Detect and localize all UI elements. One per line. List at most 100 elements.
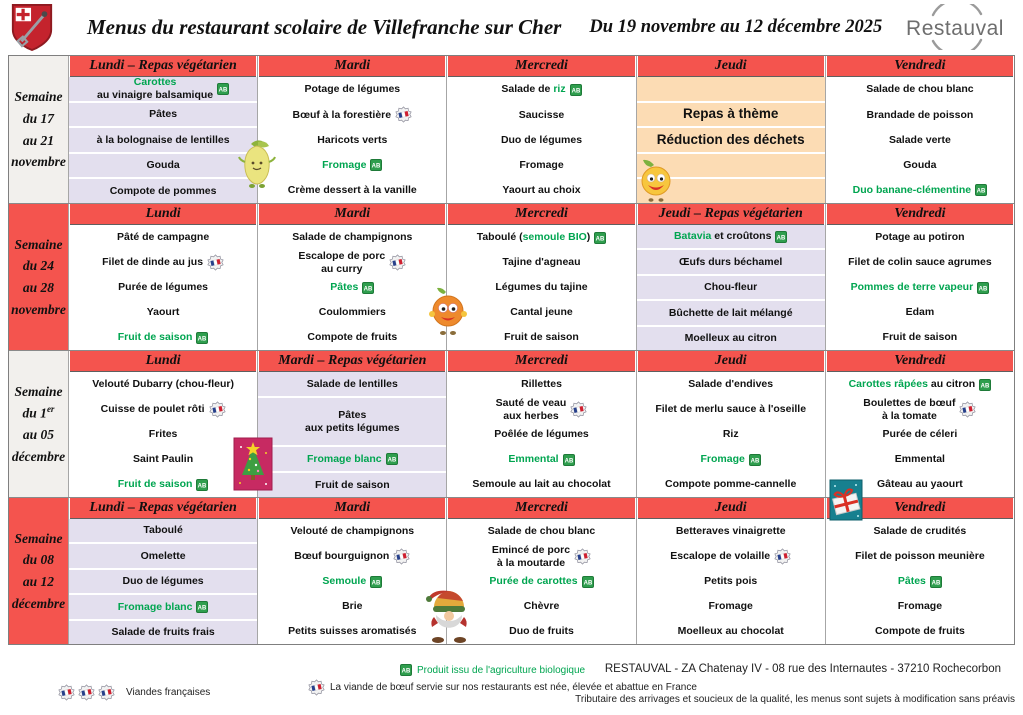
menu-item-text: Petits suisses aromatisés xyxy=(288,625,417,638)
menu-item-text: Fromage xyxy=(322,158,367,171)
menu-items: Repas à thème Réduction des déchets xyxy=(636,77,825,203)
menu-item: Yaourt au choix xyxy=(447,178,635,203)
menu-item-text: Duo banane-clémentine xyxy=(852,184,972,197)
menu-item: Brandade de poisson xyxy=(826,102,1014,127)
menu-item: Boulettes de bœuf à la tomate xyxy=(826,397,1014,422)
menu-item: Salade de lentilles xyxy=(258,372,446,396)
menu-item: Fromage blanc AB xyxy=(69,593,258,618)
bio-ab-icon: AB xyxy=(196,331,209,344)
menu-item xyxy=(637,77,825,101)
day-header: Mardi xyxy=(259,498,446,519)
menu-item: Emmental xyxy=(826,447,1014,472)
menu-item: Petits suisses aromatisés xyxy=(258,619,446,644)
week-row: Semaine du 08 au 12 décembre Lundi – Repas v… xyxy=(9,497,1014,644)
svg-text:AB: AB xyxy=(387,458,396,464)
menu-items: Salade de riz AB Saucisse Duo de légumes Fro… xyxy=(447,77,635,203)
svg-text:AB: AB xyxy=(372,580,381,586)
menu-items: Velouté de champignons Bœuf bourguignon Se… xyxy=(258,519,446,644)
french-meat-stamp-icon xyxy=(570,401,587,418)
day-header: Lundi xyxy=(70,204,257,225)
menu-item: Bûchette de lait mélangé xyxy=(636,299,825,324)
menu-item-text: Escalope de volaille xyxy=(670,550,771,563)
menu-items: Salade de crudités Filet de poisson meuni… xyxy=(826,519,1014,644)
menu-item-text: Emincé de porc à la moutarde xyxy=(491,543,571,569)
menu-item-text: Riz xyxy=(722,428,739,441)
menu-item-text: Pommes de terre vapeur xyxy=(850,281,974,294)
menu-item: Légumes du tajine xyxy=(447,275,635,300)
restauval-logo-text: Restauval xyxy=(906,17,1004,40)
menu-item: Betteraves vinaigrette xyxy=(637,519,825,544)
week-label: Semaine du 24 au 28 novembre xyxy=(9,204,68,350)
menu-items: Velouté Dubarry (chou-fleur) Cuisse de po… xyxy=(69,372,257,497)
menu-item-text: Poêlée de légumes xyxy=(494,428,589,441)
svg-text:AB: AB xyxy=(198,336,207,342)
menu-item: Escalope de porc au curry xyxy=(258,250,446,275)
menu-item: Gouda xyxy=(69,151,258,178)
menu-item: Salade de chou blanc xyxy=(447,519,635,544)
bio-ab-icon: AB xyxy=(217,82,230,95)
menu-item: Moelleux au chocolat xyxy=(637,619,825,644)
svg-text:AB: AB xyxy=(777,235,786,241)
day-cell: Mercredi Taboulé (semoule BIO) AB Tajine d'… xyxy=(446,204,636,350)
menu-item-text: Fruit de saison xyxy=(504,331,579,344)
day-cell: Jeudi Salade d'endives Filet de merlu sauc… xyxy=(635,351,825,497)
week-row: Semaine du 24 au 28 novembre Lundi Pâté de ca… xyxy=(9,203,1014,350)
menu-item: Emincé de porc à la moutarde xyxy=(447,544,635,569)
date-range: Du 19 novembre au 12 décembre 2025 xyxy=(589,16,883,37)
menu-item: Tajine d'agneau xyxy=(447,250,635,275)
menu-item-text: Légumes du tajine xyxy=(495,281,588,294)
menu-items: Salade de chou blanc Emincé de porc à la m… xyxy=(447,519,635,644)
menu-item-text: Taboulé xyxy=(143,524,183,537)
day-header: Lundi – Repas végétarien xyxy=(70,56,257,77)
menu-item: Potage de légumes xyxy=(258,77,446,102)
menu-item: Emmental AB xyxy=(447,447,635,472)
day-cell: Lundi Pâté de campagne Filet de dinde au j… xyxy=(68,204,258,350)
bio-ab-icon: AB xyxy=(975,184,988,197)
svg-text:AB: AB xyxy=(364,286,373,292)
page-header: Menus du restaurant scolaire de Villefra… xyxy=(0,0,1023,54)
menu-item-text: Pâtes xyxy=(149,108,178,121)
menu-item-text: Compote de pommes xyxy=(109,184,217,197)
menu-item: Filet de merlu sauce à l'oseille xyxy=(637,397,825,422)
menu-item: Purée de céleri xyxy=(826,422,1014,447)
menu-item-text: Emmental xyxy=(508,453,559,466)
menu-items: Batavia et croûtons AB Œufs durs béchamel C… xyxy=(636,225,825,350)
menu-item: Gouda xyxy=(826,153,1014,178)
menu-item: Gâteau au yaourt xyxy=(826,472,1014,497)
menu-item: Sauté de veau aux herbes xyxy=(447,397,635,422)
menu-item: Fruit de saison AB xyxy=(69,325,257,350)
menu-item-text: Rillettes xyxy=(521,378,562,391)
menu-items: Potage au potiron Filet de colin sauce ag… xyxy=(826,225,1014,350)
menu-item-text: Pâtes xyxy=(897,575,926,588)
bio-ab-icon: AB xyxy=(196,478,209,491)
bio-ab-icon: AB xyxy=(929,575,942,588)
menu-item: Repas à thème xyxy=(636,100,825,127)
menu-item-text: Pâtes xyxy=(330,281,359,294)
menu-item-text: Fruit de saison xyxy=(117,478,193,491)
menu-item-text: Salade de riz xyxy=(501,83,566,96)
menu-item-text: Batavia et croûtons xyxy=(673,230,772,243)
menu-item-text: Filet de poisson meunière xyxy=(855,550,985,563)
day-header: Lundi xyxy=(70,351,257,372)
menu-item: Cantal jeune xyxy=(447,300,635,325)
menu-item: Compote de fruits xyxy=(826,619,1014,644)
menu-item: Pâtes aux petits légumes xyxy=(258,395,447,446)
day-cell: Vendredi Salade de chou blanc Brandade de … xyxy=(824,56,1014,203)
bio-ab-icon: AB xyxy=(385,453,398,466)
menu-item-text: Moelleux au citron xyxy=(684,332,777,345)
menu-item-text: Filet de colin sauce agrumes xyxy=(848,256,992,269)
bio-ab-icon: AB xyxy=(748,453,761,466)
menu-item-text: Potage de légumes xyxy=(304,83,401,96)
menu-item-text: Haricots verts xyxy=(317,133,388,146)
day-cell: Jeudi Repas à thème Réduction des déchets xyxy=(635,56,825,203)
menu-item: Purée de carottes AB xyxy=(447,569,635,594)
menu-items: Salade de lentilles Pâtes aux petits légum… xyxy=(258,372,447,497)
page-title: Menus du restaurant scolaire de Villefra… xyxy=(87,14,562,39)
menu-item: Salade verte xyxy=(826,127,1014,152)
menu-item-text: Bœuf bourguignon xyxy=(294,550,390,563)
menu-item-text: Velouté Dubarry (chou-fleur) xyxy=(92,378,234,391)
company-address: RESTAUVAL - ZA Chatenay IV - 08 rue des … xyxy=(604,663,1001,675)
menu-item-text: Semoule xyxy=(322,575,367,588)
menu-item-text: Frites xyxy=(148,428,178,441)
menu-item-text: Chou-fleur xyxy=(704,281,758,294)
